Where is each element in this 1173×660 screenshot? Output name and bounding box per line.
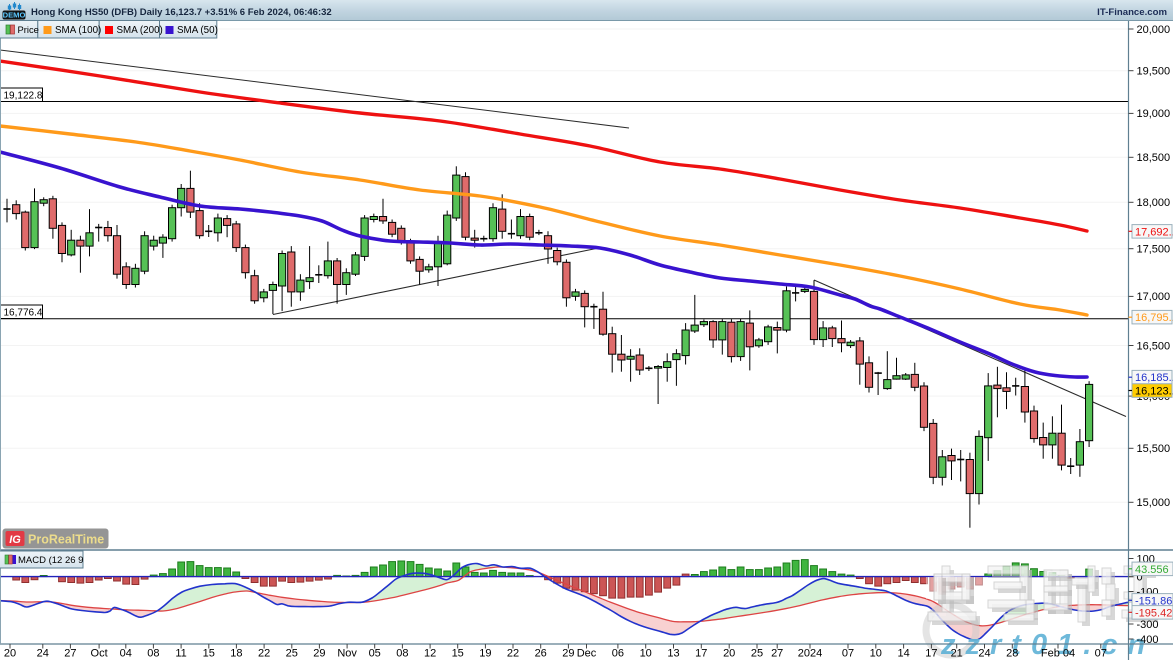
svg-text:Feb 04: Feb 04	[1041, 648, 1075, 660]
svg-text:16,123..: 16,123..	[1135, 386, 1173, 398]
svg-text:27: 27	[64, 648, 76, 660]
svg-text:SMA (50): SMA (50)	[177, 25, 218, 36]
svg-text:26: 26	[535, 648, 547, 660]
svg-text:22: 22	[258, 648, 270, 660]
svg-text:19,500: 19,500	[1137, 66, 1171, 78]
svg-text:28: 28	[1006, 648, 1018, 660]
svg-text:14: 14	[897, 648, 909, 660]
svg-text:SMA (100): SMA (100)	[55, 25, 101, 36]
svg-text:IT-Finance.com: IT-Finance.com	[1097, 7, 1167, 18]
svg-text:Dec: Dec	[577, 648, 597, 660]
svg-text:17: 17	[925, 648, 937, 660]
svg-text:17,500: 17,500	[1137, 244, 1171, 256]
svg-text:20: 20	[723, 648, 735, 660]
svg-text:SMA (200): SMA (200)	[117, 25, 163, 36]
svg-text:15,000: 15,000	[1137, 497, 1171, 509]
svg-text:-195.42: -195.42	[1135, 607, 1172, 619]
svg-text:43.556: 43.556	[1135, 564, 1169, 576]
svg-text:24: 24	[978, 648, 990, 660]
svg-text:19,122.8: 19,122.8	[4, 91, 43, 102]
svg-text:Oct: Oct	[91, 648, 108, 660]
svg-text:16,776.4: 16,776.4	[4, 308, 43, 319]
svg-text:15: 15	[203, 648, 215, 660]
svg-text:16,500: 16,500	[1137, 340, 1171, 352]
svg-text:12: 12	[424, 648, 436, 660]
svg-text:10: 10	[870, 648, 882, 660]
svg-text:08: 08	[396, 648, 408, 660]
svg-text:Nov: Nov	[337, 648, 357, 660]
svg-text:IG: IG	[9, 534, 21, 546]
svg-text:DEMO: DEMO	[3, 11, 26, 20]
svg-text:11: 11	[175, 648, 186, 660]
svg-text:Price: Price	[18, 24, 39, 35]
svg-text:ProRealTime: ProRealTime	[28, 533, 104, 547]
svg-text:27: 27	[771, 648, 783, 660]
svg-text:15,500: 15,500	[1137, 443, 1171, 455]
svg-text:06: 06	[612, 648, 624, 660]
svg-text:17,000: 17,000	[1137, 291, 1171, 303]
svg-text:29: 29	[313, 648, 325, 660]
svg-text:-151.86: -151.86	[1135, 595, 1172, 607]
svg-text:18: 18	[230, 648, 242, 660]
svg-text:19: 19	[479, 648, 491, 660]
svg-text:17,692..: 17,692..	[1135, 226, 1173, 238]
svg-text:22: 22	[507, 648, 519, 660]
svg-text:19,000: 19,000	[1137, 108, 1171, 120]
svg-text:05: 05	[369, 648, 381, 660]
svg-text:07: 07	[1095, 648, 1107, 660]
svg-text:21: 21	[951, 648, 963, 660]
svg-text:10: 10	[640, 648, 652, 660]
svg-text:18,000: 18,000	[1137, 197, 1171, 209]
svg-text:20: 20	[4, 648, 16, 660]
svg-text:20,000: 20,000	[1137, 24, 1171, 36]
svg-text:-400: -400	[1137, 634, 1159, 646]
svg-text:16,185..: 16,185..	[1135, 372, 1173, 384]
svg-text:13: 13	[667, 648, 679, 660]
svg-text:25: 25	[286, 648, 298, 660]
svg-text:17: 17	[695, 648, 707, 660]
svg-text:15: 15	[452, 648, 464, 660]
svg-text:25: 25	[751, 648, 763, 660]
svg-text:29: 29	[562, 648, 574, 660]
svg-text:16,795..: 16,795..	[1135, 312, 1173, 324]
svg-text:24: 24	[37, 648, 49, 660]
svg-text:08: 08	[147, 648, 159, 660]
svg-text:0: 0	[1137, 571, 1143, 583]
svg-text:04: 04	[120, 648, 132, 660]
svg-text:-300: -300	[1137, 619, 1159, 631]
svg-text:07: 07	[842, 648, 854, 660]
svg-text:Hong Kong HS50 (DFB) Daily 16,: Hong Kong HS50 (DFB) Daily 16,123.7 +3.5…	[31, 7, 332, 18]
svg-text:MACD (12 26 9: MACD (12 26 9	[18, 555, 83, 566]
svg-text:18,500: 18,500	[1137, 152, 1171, 164]
svg-text:2024: 2024	[798, 648, 822, 660]
